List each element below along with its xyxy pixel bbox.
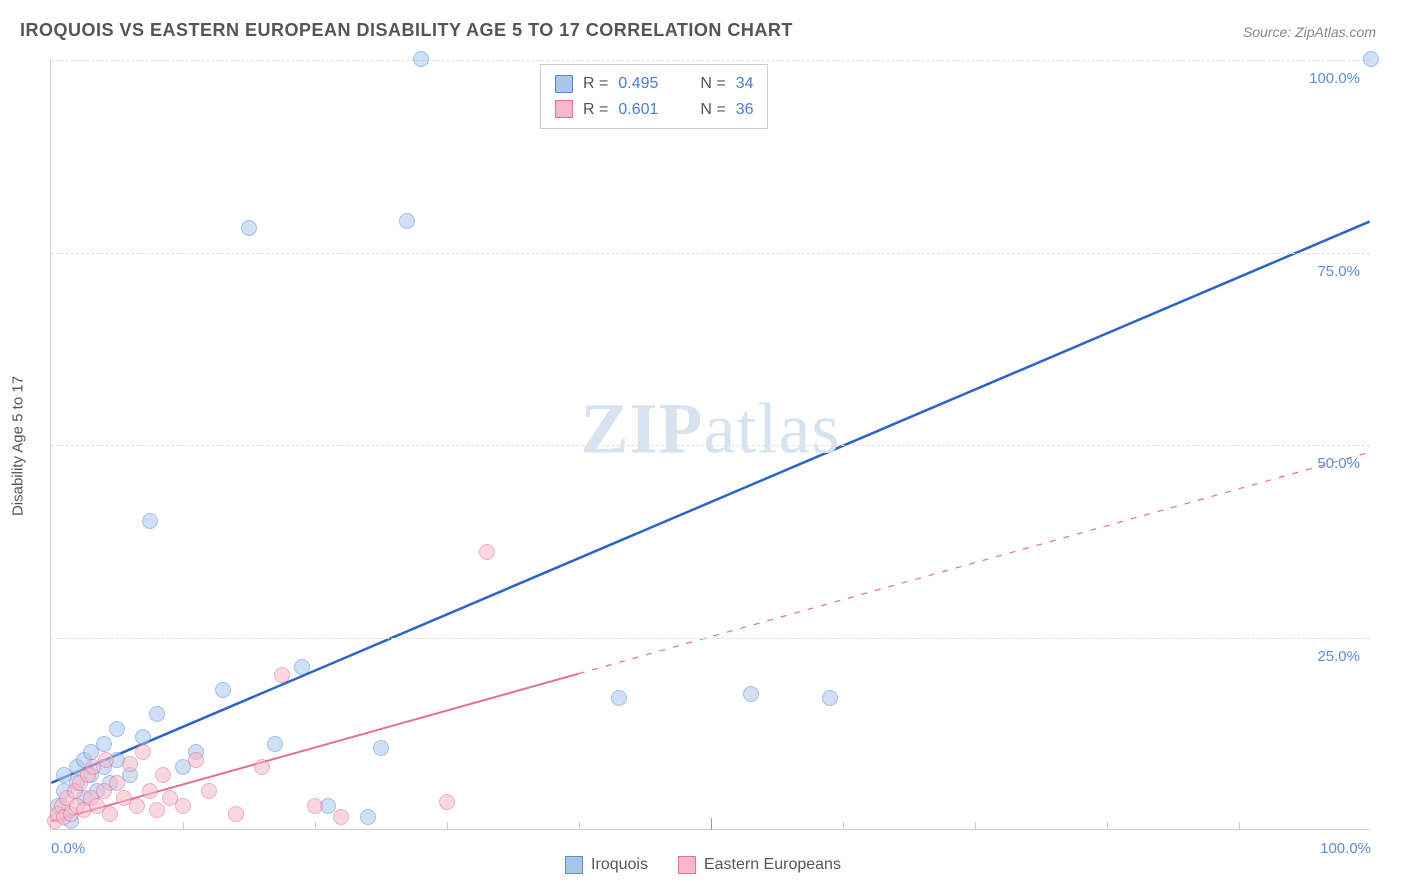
scatter-point xyxy=(96,736,112,752)
gridline-vertical xyxy=(975,822,976,830)
legend-item: Eastern Europeans xyxy=(678,856,841,874)
scatter-point xyxy=(743,686,759,702)
r-value: 0.601 xyxy=(618,97,678,123)
scatter-point xyxy=(413,51,429,67)
scatter-point xyxy=(360,809,376,825)
gridline-vertical xyxy=(579,822,580,830)
gridline-horizontal xyxy=(51,253,1370,254)
legend-item: Iroquois xyxy=(565,856,648,874)
n-label: N = xyxy=(700,97,725,123)
scatter-point xyxy=(142,513,158,529)
scatter-point xyxy=(254,759,270,775)
r-label: R = xyxy=(583,97,608,123)
gridline-horizontal xyxy=(51,638,1370,639)
scatter-point xyxy=(109,775,125,791)
scatter-point xyxy=(102,806,118,822)
scatter-point xyxy=(175,798,191,814)
watermark-atlas: atlas xyxy=(704,389,841,469)
scatter-point xyxy=(274,667,290,683)
legend-swatch xyxy=(678,856,696,874)
scatter-point xyxy=(201,783,217,799)
gridline-vertical xyxy=(1239,822,1240,830)
scatter-point xyxy=(822,690,838,706)
scatter-point xyxy=(294,659,310,675)
scatter-point xyxy=(267,736,283,752)
scatter-point xyxy=(149,802,165,818)
legend-swatch xyxy=(555,100,573,118)
scatter-point xyxy=(149,706,165,722)
scatter-point xyxy=(307,798,323,814)
watermark-zip: ZIP xyxy=(581,389,704,469)
n-value: 36 xyxy=(736,97,754,123)
legend-row: R = 0.495 N = 34 xyxy=(555,71,753,97)
source-attribution: Source: ZipAtlas.com xyxy=(1243,24,1376,40)
gridline-vertical xyxy=(315,822,316,830)
chart-title: IROQUOIS VS EASTERN EUROPEAN DISABILITY … xyxy=(20,20,793,41)
scatter-point xyxy=(188,752,204,768)
series-legend: Iroquois Eastern Europeans xyxy=(565,856,841,874)
y-axis-label: Disability Age 5 to 17 xyxy=(10,376,27,516)
scatter-point xyxy=(333,809,349,825)
watermark: ZIPatlas xyxy=(581,388,841,471)
y-tick-label: 50.0% xyxy=(1317,455,1360,472)
gridline-vertical xyxy=(1107,822,1108,830)
legend-row: R = 0.601 N = 36 xyxy=(555,97,753,123)
scatter-point xyxy=(122,756,138,772)
n-label: N = xyxy=(700,71,725,97)
scatter-point xyxy=(109,721,125,737)
scatter-point xyxy=(135,744,151,760)
scatter-point xyxy=(241,220,257,236)
scatter-point xyxy=(215,682,231,698)
correlation-legend: R = 0.495 N = 34 R = 0.601 N = 36 xyxy=(540,64,768,129)
legend-label: Iroquois xyxy=(591,856,648,874)
scatter-point xyxy=(98,752,114,768)
gridline-vertical xyxy=(843,822,844,830)
plot-area: ZIPatlas 25.0%50.0%75.0%100.0%0.0%100.0% xyxy=(50,60,1370,830)
gridline-vertical xyxy=(447,822,448,830)
scatter-point xyxy=(228,806,244,822)
y-tick-label: 25.0% xyxy=(1317,648,1360,665)
scatter-point xyxy=(479,544,495,560)
scatter-point xyxy=(439,794,455,810)
legend-swatch xyxy=(555,75,573,93)
gridline-vertical xyxy=(711,818,712,830)
r-value: 0.495 xyxy=(618,71,678,97)
gridline-horizontal xyxy=(51,445,1370,446)
n-value: 34 xyxy=(736,71,754,97)
scatter-point xyxy=(129,798,145,814)
x-tick-label: 0.0% xyxy=(51,840,85,857)
r-label: R = xyxy=(583,71,608,97)
y-tick-label: 75.0% xyxy=(1317,263,1360,280)
y-tick-label: 100.0% xyxy=(1309,70,1360,87)
gridline-horizontal xyxy=(51,60,1370,61)
scatter-point xyxy=(1363,51,1379,67)
gridline-vertical xyxy=(183,822,184,830)
legend-swatch xyxy=(565,856,583,874)
scatter-point xyxy=(142,783,158,799)
scatter-point xyxy=(611,690,627,706)
scatter-point xyxy=(399,213,415,229)
scatter-point xyxy=(373,740,389,756)
legend-label: Eastern Europeans xyxy=(704,856,841,874)
scatter-point xyxy=(135,729,151,745)
x-tick-label: 100.0% xyxy=(1320,840,1371,857)
scatter-point xyxy=(155,767,171,783)
